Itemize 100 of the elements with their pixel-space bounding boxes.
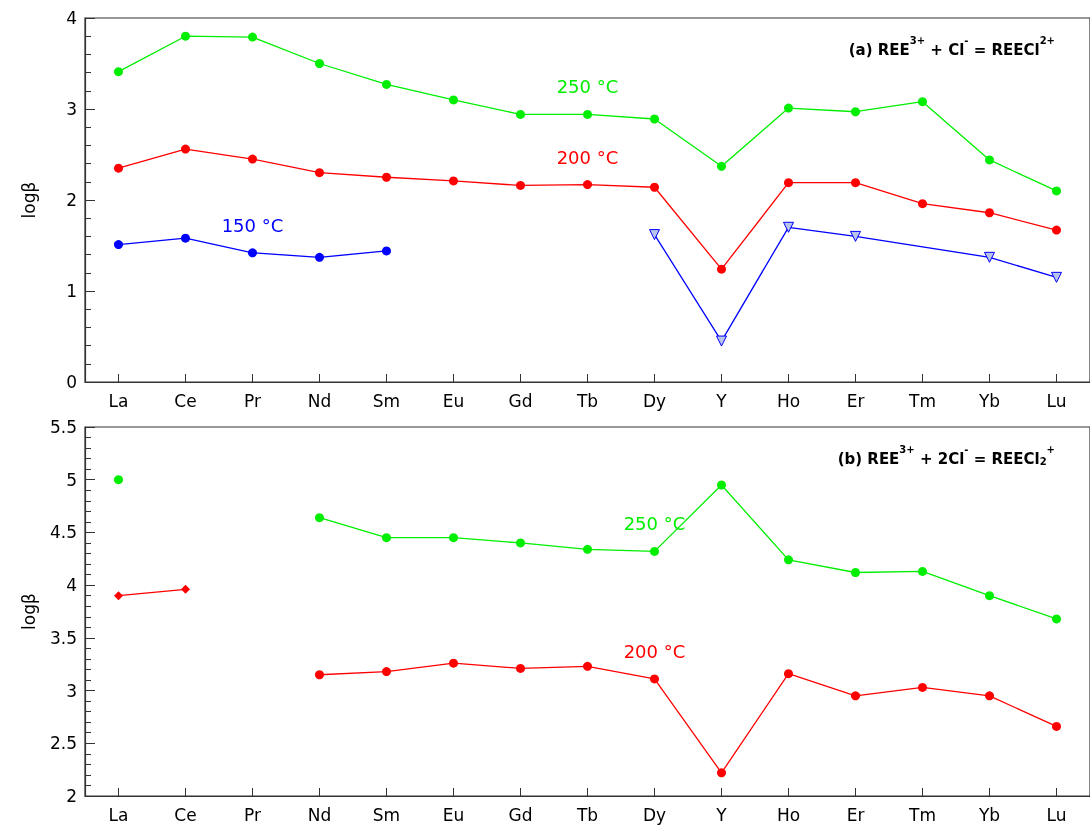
x-tick-label: La [108, 390, 129, 411]
y-tick-label: 2 [66, 190, 77, 210]
x-tick-label: Eu [442, 804, 465, 825]
point [382, 667, 391, 677]
point [918, 682, 927, 692]
y-axis-title: logβ [18, 181, 39, 219]
point [248, 248, 257, 258]
x-tick-label: Er [846, 390, 865, 411]
y-tick-label: 3 [66, 680, 77, 701]
point [181, 144, 190, 154]
point [114, 591, 123, 601]
y-tick-label: 4.5 [49, 522, 77, 543]
point [1052, 186, 1061, 196]
point [650, 674, 659, 684]
point [1052, 614, 1061, 624]
point [248, 32, 257, 42]
y-tick-label: 5 [66, 469, 77, 490]
x-tick-label: Nd [307, 804, 332, 825]
point [717, 480, 726, 490]
x-tick-label: Sm [372, 804, 401, 825]
point [449, 533, 458, 543]
point [716, 335, 727, 347]
point [985, 691, 994, 701]
x-tick-label: Dy [642, 804, 667, 825]
y-tick-label: 4 [66, 575, 77, 596]
x-tick-label: Yb [977, 804, 1001, 825]
point [1052, 225, 1061, 235]
x-tick-label: Pr [244, 804, 261, 825]
x-tick-label: La [108, 804, 129, 825]
x-tick-label: Gd [508, 804, 533, 825]
y-tick-label: 5.5 [49, 417, 77, 437]
point [315, 252, 324, 262]
x-tick-label: Tb [575, 804, 599, 825]
x-tick-label: Nd [307, 390, 332, 411]
point [784, 103, 793, 113]
y-tick-label: 2.5 [49, 733, 77, 754]
point [449, 176, 458, 186]
point [649, 229, 660, 241]
x-tick-label: Lu [1046, 390, 1067, 411]
point [717, 768, 726, 778]
point [449, 658, 458, 668]
point [985, 208, 994, 218]
point [851, 567, 860, 577]
point [315, 513, 324, 523]
point [382, 79, 391, 89]
point [516, 663, 525, 673]
point [583, 544, 592, 554]
point [315, 168, 324, 178]
x-tick-label: Lu [1046, 804, 1067, 825]
point [783, 221, 794, 233]
point [985, 155, 994, 165]
y-tick-label: 2 [66, 786, 77, 806]
x-tick-label: Ce [174, 390, 197, 411]
y-tick-label: 3 [66, 99, 77, 119]
x-tick-label: Y [715, 804, 728, 825]
point [717, 161, 726, 171]
point [650, 114, 659, 124]
point [583, 180, 592, 190]
point [851, 107, 860, 117]
point [1052, 721, 1061, 731]
point [181, 584, 190, 594]
point [114, 240, 123, 250]
y-axis-title: logβ [18, 593, 39, 630]
x-tick-label: Tm [908, 390, 936, 411]
series-label: 250 °C [556, 76, 619, 98]
x-tick-label: Y [715, 390, 728, 411]
point [114, 163, 123, 173]
x-tick-label: Ho [776, 804, 801, 825]
x-tick-label: Tm [908, 804, 936, 825]
y-tick-label: 4 [66, 8, 77, 28]
point [650, 546, 659, 556]
point [382, 246, 391, 256]
y-tick-label: 3.5 [49, 627, 77, 648]
point [516, 109, 525, 119]
point [516, 538, 525, 548]
point [918, 199, 927, 209]
x-tick-label: Yb [977, 390, 1001, 411]
point [850, 230, 861, 242]
point [784, 555, 793, 565]
series-label: 200 °C [556, 146, 619, 168]
x-tick-label: Eu [442, 390, 465, 411]
series-label: 250 °C [623, 513, 686, 535]
point [918, 566, 927, 576]
point [315, 670, 324, 680]
point [984, 251, 995, 263]
point [516, 180, 525, 190]
x-tick-label: Er [846, 804, 865, 825]
point [248, 154, 257, 164]
point [851, 178, 860, 188]
point [449, 95, 458, 105]
point [784, 669, 793, 679]
x-tick-label: Pr [244, 390, 261, 411]
point [851, 691, 860, 701]
point [114, 67, 123, 77]
point [181, 31, 190, 41]
point [985, 591, 994, 601]
x-tick-label: Ce [174, 804, 197, 825]
x-tick-label: Sm [372, 390, 401, 411]
point [918, 97, 927, 107]
series-label: 200 °C [623, 640, 686, 662]
